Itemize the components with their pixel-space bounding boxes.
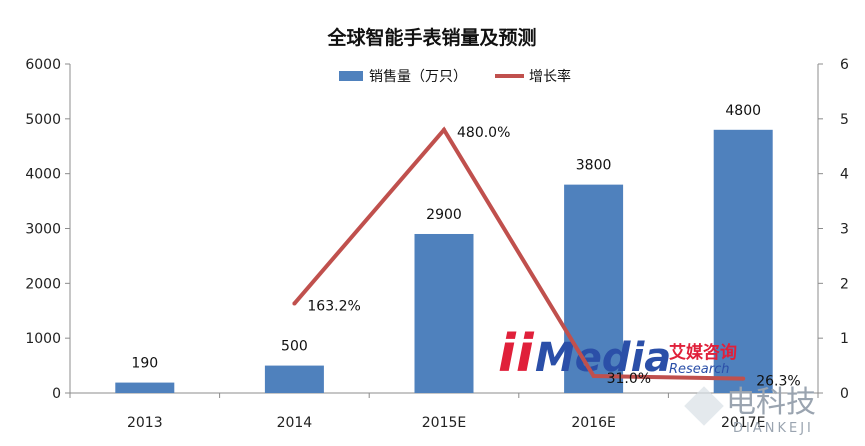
bars xyxy=(115,129,773,394)
watermark-ii: ii xyxy=(498,324,535,384)
watermark-media: Media xyxy=(535,335,671,381)
left-tick-label: 5000 xyxy=(25,112,61,128)
growth-point xyxy=(591,374,596,379)
growth-data-label: 163.2% xyxy=(307,299,360,315)
bar xyxy=(564,184,624,393)
right-tick-label: 3 xyxy=(840,222,849,238)
right-tick-label: 0 xyxy=(840,386,849,402)
site-logo-square xyxy=(684,386,724,426)
x-tick-label: 2013 xyxy=(127,415,163,431)
legend-swatch-sales xyxy=(339,71,363,81)
x-axis-ticks: 2013 2014 2015E 2016E 2017E xyxy=(69,393,819,431)
left-tick-label: 2000 xyxy=(25,276,61,292)
watermark-cn: 艾媒咨询 xyxy=(669,342,737,363)
bar xyxy=(414,233,474,393)
left-tick-label: 3000 xyxy=(25,222,61,238)
left-tick-label: 1000 xyxy=(25,331,61,347)
growth-data-label: 480.0% xyxy=(457,125,510,141)
x-tick-label: 2014 xyxy=(277,415,313,431)
site-watermark: 电科技 DIANKEJI xyxy=(684,385,816,436)
growth-line xyxy=(292,126,746,381)
growth-point xyxy=(442,127,446,132)
chart-title: 全球智能手表销量及预测 xyxy=(326,26,536,49)
right-tick-label: 4 xyxy=(840,167,849,183)
legend-label-sales: 销售量（万只） xyxy=(369,69,467,85)
legend: 销售量（万只） 增长率 xyxy=(339,68,571,85)
x-tick-label: 2017E xyxy=(721,415,765,431)
growth-point xyxy=(292,301,297,306)
growth-labels: 163.2% 480.0% 31.0% 26.3% xyxy=(307,125,800,390)
site-watermark-en: DIANKEJI xyxy=(733,421,814,436)
left-tick-label: 4000 xyxy=(25,167,61,183)
right-tick-label: 6 xyxy=(840,57,849,73)
growth-data-label: 26.3% xyxy=(756,374,800,390)
right-tick-label: 5 xyxy=(840,112,849,128)
bar-data-label: 2900 xyxy=(426,207,462,223)
left-tick-label: 0 xyxy=(52,386,61,402)
watermark-logo: ii Media 艾媒咨询 Research xyxy=(498,324,737,384)
growth-point xyxy=(741,376,746,381)
bar-data-label: 500 xyxy=(281,339,308,355)
left-tick-label: 6000 xyxy=(25,57,61,73)
left-axis-ticks: 0 1000 2000 3000 4000 5000 6000 xyxy=(25,57,70,402)
watermark-research: Research xyxy=(669,362,730,377)
growth-data-label: 31.0% xyxy=(607,371,651,387)
bar-data-label: 190 xyxy=(131,356,158,372)
growth-series-line xyxy=(292,126,744,381)
site-watermark-cn: 电科技 xyxy=(726,385,816,420)
x-tick-label: 2015E xyxy=(422,415,466,431)
bar xyxy=(264,365,324,393)
legend-label-growth: 增长率 xyxy=(529,68,571,85)
x-tick-label: 2016E xyxy=(571,415,615,431)
bar xyxy=(115,382,175,393)
bar-data-label: 4800 xyxy=(725,103,761,119)
bar xyxy=(713,129,773,394)
right-axis-ticks: 0 1 2 3 4 5 6 xyxy=(818,57,849,402)
bar-labels: 190 500 2900 3800 4800 xyxy=(131,103,761,372)
bar-data-label: 3800 xyxy=(576,158,612,174)
right-tick-label: 1 xyxy=(840,331,849,347)
right-tick-label: 2 xyxy=(840,276,849,292)
